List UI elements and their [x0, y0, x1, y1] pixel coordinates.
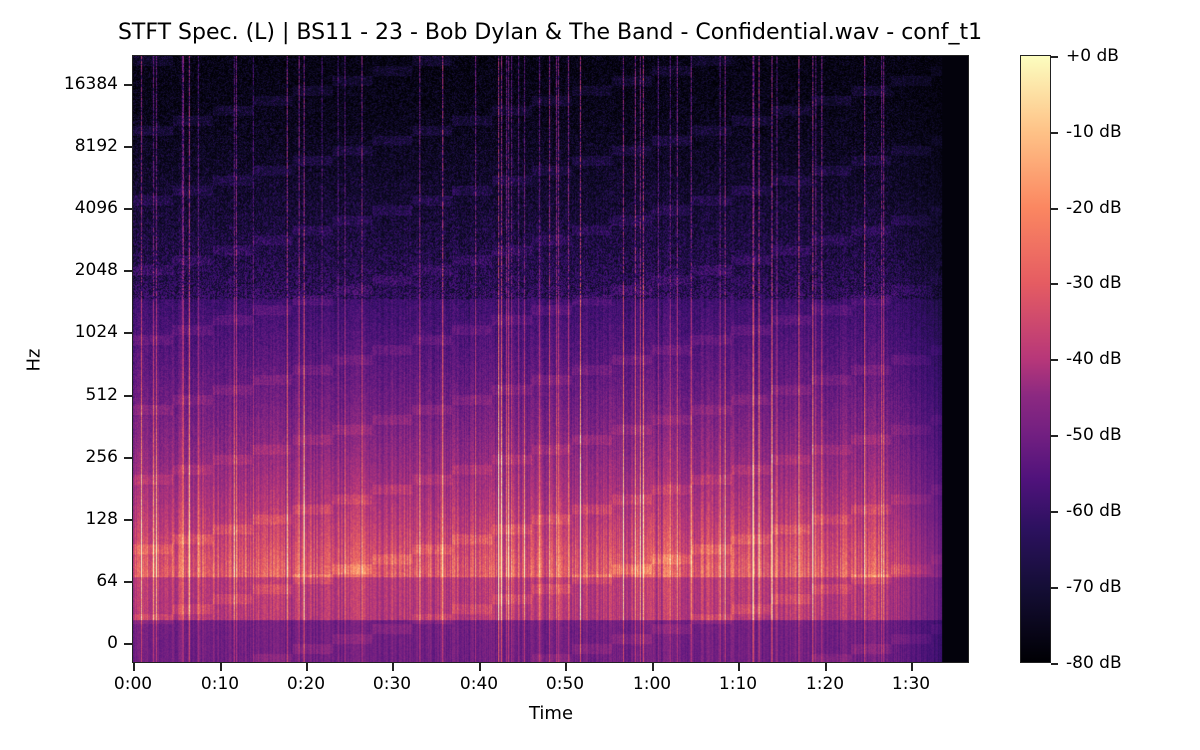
colorbar-tick-mark [1051, 132, 1058, 134]
colorbar-tick-label: -10 dB [1066, 122, 1122, 142]
y-tick-mark [124, 332, 132, 334]
x-tick-label: 0:10 [200, 674, 240, 694]
x-tick-mark [825, 663, 827, 671]
y-tick-label: 0 [107, 633, 118, 653]
colorbar-tick-label: -50 dB [1066, 425, 1122, 445]
spectrogram-image [133, 56, 968, 662]
colorbar-tick-mark [1051, 587, 1058, 589]
y-tick-label: 16384 [63, 74, 118, 94]
y-tick-mark [124, 84, 132, 86]
x-tick-label: 0:00 [113, 674, 153, 694]
x-tick-mark [392, 663, 394, 671]
y-tick-label: 256 [85, 447, 118, 467]
colorbar-tick-mark [1051, 359, 1058, 361]
x-tick-label: 1:00 [632, 674, 672, 694]
colorbar-tick-label: -80 dB [1066, 653, 1122, 673]
chart-title: STFT Spec. (L) | BS11 - 23 - Bob Dylan &… [117, 20, 983, 45]
colorbar-tick-mark [1051, 283, 1058, 285]
spectrogram-plot-area [132, 55, 969, 663]
y-tick-mark [124, 208, 132, 210]
x-tick-mark [565, 663, 567, 671]
x-tick-mark [738, 663, 740, 671]
y-tick-mark [124, 519, 132, 521]
y-tick-label: 64 [96, 571, 118, 591]
colorbar-tick-mark [1051, 435, 1058, 437]
y-tick-label: 1024 [74, 322, 118, 342]
y-tick-label: 512 [85, 385, 118, 405]
y-tick-mark [124, 146, 132, 148]
x-tick-mark [306, 663, 308, 671]
x-tick-label: 1:20 [805, 674, 845, 694]
colorbar [1020, 55, 1051, 663]
x-tick-mark [220, 663, 222, 671]
x-tick-label: 1:10 [718, 674, 758, 694]
x-axis-title: Time [528, 703, 574, 724]
colorbar-tick-label: -20 dB [1066, 198, 1122, 218]
colorbar-tick-label: +0 dB [1066, 46, 1119, 66]
x-tick-label: 0:30 [372, 674, 412, 694]
colorbar-tick-label: -30 dB [1066, 273, 1122, 293]
x-tick-mark [652, 663, 654, 671]
y-tick-label: 4096 [74, 198, 118, 218]
x-tick-label: 0:50 [545, 674, 585, 694]
y-tick-mark [124, 395, 132, 397]
x-tick-label: 0:20 [286, 674, 326, 694]
y-tick-mark [124, 581, 132, 583]
colorbar-tick-mark [1051, 56, 1058, 58]
colorbar-tick-mark [1051, 208, 1058, 210]
x-tick-label: 0:40 [459, 674, 499, 694]
colorbar-tick-label: -60 dB [1066, 501, 1122, 521]
y-tick-mark [124, 457, 132, 459]
y-tick-mark [124, 643, 132, 645]
x-tick-mark [479, 663, 481, 671]
colorbar-tick-mark [1051, 663, 1058, 665]
y-tick-label: 8192 [74, 136, 118, 156]
colorbar-tick-label: -70 dB [1066, 577, 1122, 597]
colorbar-tick-mark [1051, 511, 1058, 513]
y-tick-mark [124, 270, 132, 272]
x-tick-mark [911, 663, 913, 671]
x-tick-label: 1:30 [891, 674, 931, 694]
y-axis-title: Hz [23, 348, 45, 372]
y-tick-label: 128 [85, 509, 118, 529]
colorbar-tick-label: -40 dB [1066, 349, 1122, 369]
y-tick-label: 2048 [74, 260, 118, 280]
x-tick-mark [133, 663, 135, 671]
